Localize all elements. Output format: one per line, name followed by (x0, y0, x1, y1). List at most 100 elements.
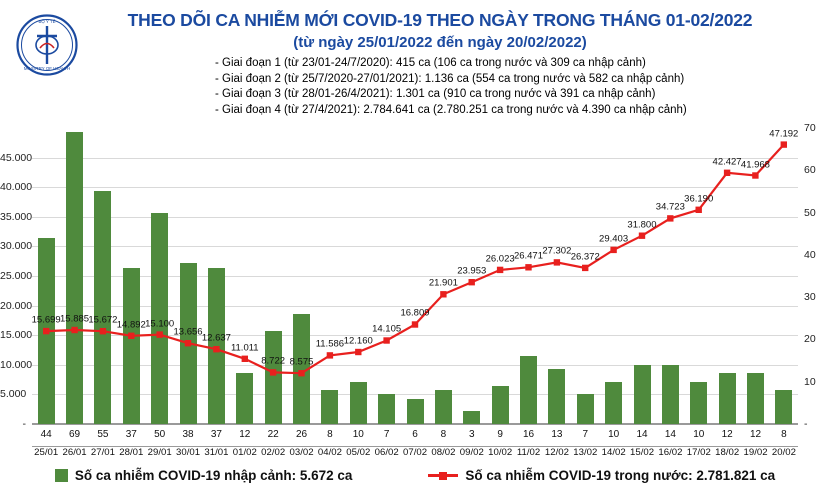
line-value-label: 14.105 (372, 323, 402, 335)
bar-value-row: 44 69 55 37 50 38 37 12 22 26 8 10 7 6 8 3 9 16 13 7 10 14 14 1… (32, 424, 798, 446)
bar-column (32, 128, 60, 424)
bar (548, 369, 566, 424)
bar (66, 132, 84, 424)
svg-text:MINISTRY OF HEALTH: MINISTRY OF HEALTH (24, 66, 70, 71)
line-value-label: 15.885 (60, 313, 90, 325)
bar-value-cell: 14 (636, 429, 648, 440)
bar-column (117, 128, 145, 424)
y-left-tick: 30.000 (0, 240, 33, 253)
bar (406, 398, 424, 424)
x-axis-tick-label: 30/01 (176, 447, 201, 458)
bar-column (628, 128, 656, 424)
y-left-tick: 45.000 (0, 151, 33, 164)
x-axis-tick-label: 31/01 (204, 447, 229, 458)
x-axis-tick-label: 13/02 (573, 447, 598, 458)
y-axis-left: - 5.000 10.000 15.000 20.000 25.000 30.000 35.0… (0, 128, 33, 430)
bo-y-te-logo: MINISTRY OF HEALTH BỘ Y TẾ (16, 14, 78, 76)
line-value-label: 15.699 (31, 314, 61, 326)
line-value-label: 26.023 (485, 253, 515, 265)
gridline (32, 394, 798, 396)
x-axis-tick-label: 29/01 (147, 447, 172, 458)
y-left-tick: 40.000 (0, 181, 33, 194)
bar-column (685, 128, 713, 424)
bar (491, 385, 509, 424)
bar-column (174, 128, 202, 424)
line-value-label: 12.637 (201, 332, 231, 344)
bar-value-cell: 8 (327, 429, 333, 440)
line-value-label: 36.190 (684, 193, 714, 205)
x-axis-tick-label: 10/02 (488, 447, 513, 458)
note-line-2: - Giai đoạn 2 (từ 25/7/2020-27/01/2021):… (215, 72, 685, 85)
bar-value-cell: 12 (750, 429, 762, 440)
line-value-label: 15.672 (88, 314, 118, 326)
bar (264, 330, 282, 424)
bar-column (514, 128, 542, 424)
bar (576, 394, 594, 424)
x-axis-tick-label: 06/02 (374, 447, 399, 458)
bar-column (770, 128, 798, 424)
x-axis-tick-label: 09/02 (459, 447, 484, 458)
line-value-label: 8.575 (289, 356, 314, 368)
bar-column (429, 128, 457, 424)
bar (633, 364, 651, 424)
bar (349, 381, 367, 424)
bar (94, 191, 112, 424)
bar (236, 373, 254, 424)
line-value-label: 29.403 (599, 233, 629, 245)
bar (747, 373, 765, 424)
bar-column (60, 128, 88, 424)
bar (321, 390, 339, 424)
x-axis-tick-label: 20/02 (771, 447, 796, 458)
x-axis-tick-label: 18/02 (715, 447, 740, 458)
bar-value-cell: 69 (69, 429, 81, 440)
bar (179, 263, 197, 424)
y-right-tick: 50 (804, 206, 816, 219)
x-axis-tick-label: 16/02 (658, 447, 683, 458)
line-value-label: 23.953 (457, 265, 487, 277)
y-left-tick: 20.000 (0, 299, 33, 312)
x-axis-tick-label: 01/02 (232, 447, 257, 458)
svg-text:BỘ Y TẾ: BỘ Y TẾ (38, 19, 55, 24)
bar-column (259, 128, 287, 424)
line-value-label: 8.722 (261, 355, 286, 367)
bar-value-cell: 13 (551, 429, 563, 440)
bar-value-cell: 8 (440, 429, 447, 440)
bar (775, 390, 793, 424)
bar (207, 267, 225, 424)
bar (463, 411, 481, 424)
bar-column (571, 128, 599, 424)
bar-value-cell: 55 (97, 429, 109, 440)
bar-value-cell: 10 (693, 429, 705, 440)
bar-value-cell: 37 (210, 429, 222, 440)
bar-value-cell: 10 (352, 429, 364, 440)
y-right-tick: - (804, 418, 808, 430)
line-value-label: 12.160 (343, 335, 373, 347)
x-axis-tick-label: 05/02 (346, 447, 371, 458)
bar (605, 381, 623, 424)
x-axis-tick-label: 19/02 (743, 447, 768, 458)
bar (690, 381, 708, 424)
bar-value-cell: 37 (125, 429, 137, 440)
bar-series (32, 128, 798, 424)
bar-column (543, 128, 571, 424)
x-axis-labels: 25/01 26/01 27/01 28/01 29/01 30/01 31/01 01/02… (32, 447, 798, 463)
y-right-tick: 60 (804, 164, 816, 177)
bar-column (89, 128, 117, 424)
x-axis-tick-label: 08/02 (431, 447, 456, 458)
legend-line-label: Số ca nhiễm COVID-19 trong nước: 2.781.8… (465, 468, 776, 483)
y-right-tick: 30 (804, 291, 816, 304)
bar (37, 237, 55, 424)
line-value-label: 26.471 (513, 250, 543, 262)
x-axis-tick-label: 12/02 (544, 447, 569, 458)
line-value-label: 13.656 (173, 326, 203, 338)
bar-value-cell: 8 (781, 429, 787, 440)
bar (293, 314, 311, 424)
chart-legend: Số ca nhiễm COVID-19 nhập cảnh: 5.672 ca… (0, 468, 830, 483)
bar-value-cell: 7 (383, 429, 390, 440)
bar-value-cell: 7 (582, 429, 589, 440)
chart-title: THEO DÕI CA NHIỄM MỚI COVID-19 THEO NGÀY… (127, 10, 753, 30)
y-axis-right: - 10 20 30 40 50 60 70 (798, 122, 830, 430)
y-right-tick: 10 (804, 375, 816, 388)
bar-value-cell: 3 (469, 429, 475, 440)
line-value-label: 41.968 (740, 159, 770, 171)
